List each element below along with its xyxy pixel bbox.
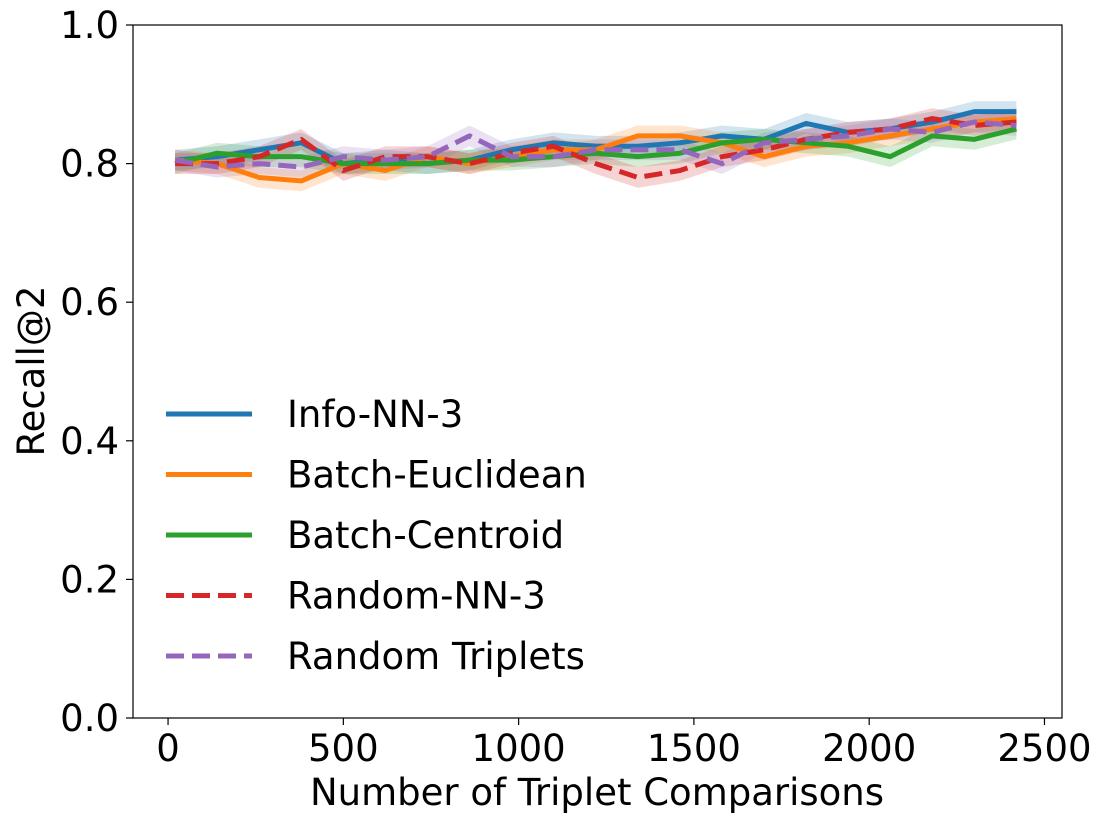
y-axis-label: Recall@2 — [10, 286, 53, 457]
y-tick-label: 0.2 — [60, 558, 119, 601]
y-axis: 0.0 0.2 0.4 0.6 0.8 1.0 — [60, 4, 133, 740]
legend: Info-NN-3 Batch-Euclidean Batch-Centroid Ra… — [166, 393, 587, 678]
y-tick-label: 0.6 — [60, 281, 119, 324]
y-tick-label: 1.0 — [60, 4, 119, 47]
x-tick-label: 1500 — [647, 727, 741, 770]
x-tick-label: 1000 — [472, 727, 566, 770]
legend-label-2: Batch-Centroid — [287, 514, 564, 557]
legend-label-3: Random-NN-3 — [287, 575, 546, 618]
plot-frame — [132, 24, 1063, 719]
x-tick-label: 2500 — [997, 727, 1091, 770]
x-axis-label: Number of Triplet Comparisons — [310, 771, 884, 814]
legend-label-1: Batch-Euclidean — [287, 454, 587, 497]
y-tick-label: 0.4 — [60, 420, 119, 463]
y-tick-label: 0.8 — [60, 143, 119, 186]
x-axis: 0 500 1000 1500 2000 2500 — [156, 718, 1092, 770]
series-line-3 — [175, 116, 1017, 180]
legend-label-4: Random Triplets — [287, 635, 585, 678]
band-0 — [175, 101, 1017, 174]
legend-label-0: Info-NN-3 — [287, 393, 463, 436]
series-lines — [174, 109, 1018, 184]
series-line-2 — [174, 126, 1018, 167]
x-tick-label: 0 — [156, 727, 180, 770]
x-tick-label: 500 — [308, 727, 379, 770]
series-line-4 — [174, 119, 1017, 170]
y-tick-label: 0.0 — [60, 697, 119, 740]
x-tick-label: 2000 — [822, 727, 916, 770]
